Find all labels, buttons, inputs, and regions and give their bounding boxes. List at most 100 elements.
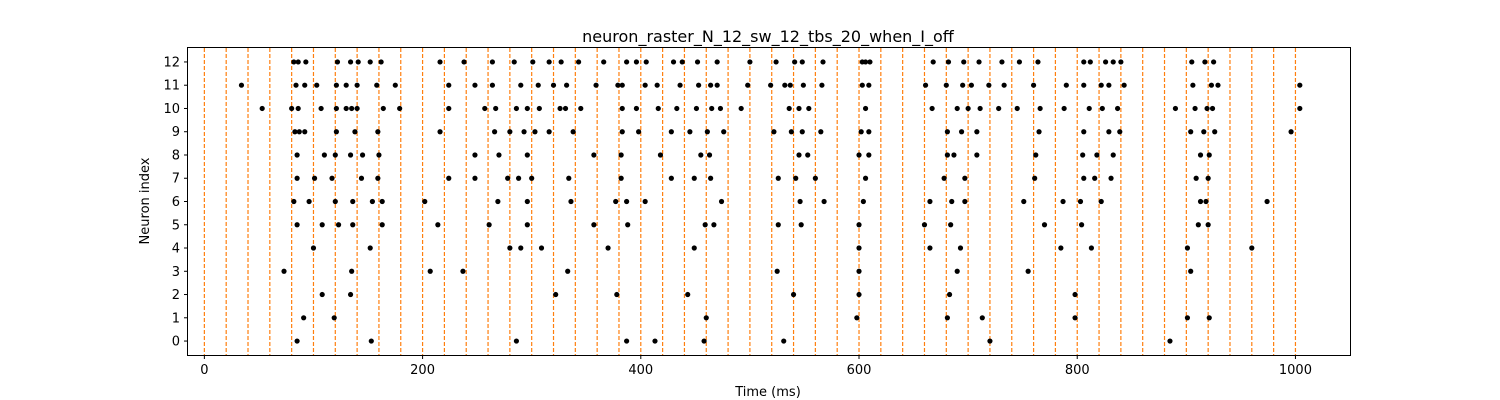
spike-point [367, 245, 373, 251]
spike-point [1249, 245, 1255, 251]
spike-point [238, 82, 245, 88]
spike-point [491, 129, 498, 135]
spike-point [332, 152, 338, 158]
spike-point [1035, 59, 1041, 65]
spike-point [521, 129, 527, 135]
chart-title: neuron_raster_N_12_sw_12_tbs_20_when_I_o… [582, 27, 955, 47]
spike-point [922, 82, 929, 88]
y-tick-label: 5 [172, 218, 180, 233]
spike-point [350, 198, 356, 205]
spike-point [329, 175, 335, 181]
spike-point [536, 105, 542, 112]
spike-point [314, 82, 320, 88]
spike-point [866, 129, 872, 135]
spike-point [291, 198, 297, 205]
spike-point [347, 59, 354, 65]
spike-points [238, 59, 1303, 344]
spike-point [1098, 198, 1104, 205]
spike-point [553, 291, 559, 298]
spike-point [652, 338, 658, 344]
spike-point [974, 129, 980, 135]
y-tick-label: 2 [172, 288, 180, 303]
spike-point [1106, 129, 1112, 135]
spike-point [289, 105, 295, 112]
spike-point [1264, 198, 1270, 205]
spike-point [374, 82, 380, 88]
spike-point [318, 105, 324, 112]
spike-point [1088, 245, 1095, 251]
spike-point [745, 82, 751, 88]
spike-point [799, 129, 805, 135]
spike-point [860, 198, 866, 205]
spike-point [957, 245, 964, 251]
spike-point [295, 59, 301, 65]
spike-point [347, 291, 354, 298]
spike-point [775, 222, 781, 228]
x-tick-label: 200 [410, 363, 435, 378]
spike-point [1086, 105, 1092, 112]
spike-point [958, 129, 965, 135]
spike-point [1206, 315, 1212, 321]
spike-point [302, 129, 308, 135]
spike-point [1189, 59, 1195, 65]
spike-point [943, 82, 949, 88]
spike-point [866, 152, 872, 158]
spike-point [1072, 291, 1078, 298]
spike-point [1077, 198, 1084, 205]
spike-point [949, 198, 955, 205]
spike-point [1204, 105, 1210, 112]
y-tick-label: 11 [163, 79, 180, 94]
spike-point [358, 175, 365, 181]
spike-point [1184, 315, 1191, 321]
y-tick-label: 1 [172, 311, 180, 326]
spike-point [1098, 82, 1104, 88]
spike-point [927, 245, 933, 251]
spike-point [679, 59, 685, 65]
spike-point [771, 129, 777, 135]
spike-point [642, 82, 648, 88]
spike-point [797, 198, 803, 205]
spike-point [1209, 105, 1216, 112]
spike-point [493, 105, 499, 112]
spike-point [513, 338, 520, 344]
spike-point [601, 59, 607, 65]
spike-point [786, 105, 792, 112]
spike-point [343, 105, 349, 112]
spike-point [1297, 105, 1303, 112]
spike-point [1201, 129, 1207, 135]
spike-point [355, 59, 361, 65]
spike-point [489, 59, 496, 65]
spike-point [708, 82, 714, 88]
spike-point [694, 59, 701, 65]
spike-point [962, 175, 968, 181]
spike-point [379, 198, 385, 205]
spike-point [812, 175, 818, 181]
spike-point [1188, 129, 1194, 135]
spike-point [564, 82, 570, 88]
spike-point [558, 59, 564, 65]
spike-point [718, 198, 725, 205]
spike-point [335, 222, 342, 228]
spike-point [1060, 198, 1066, 205]
spike-point [806, 105, 812, 112]
spike-point [515, 175, 522, 181]
spike-point [511, 59, 517, 65]
spike-point [1081, 175, 1087, 181]
plot-area-frame [187, 47, 1351, 356]
spike-point [782, 82, 788, 88]
spike-point [422, 198, 428, 205]
spike-point [295, 105, 301, 112]
spike-point [530, 59, 536, 65]
spike-point [856, 152, 862, 158]
spike-point [446, 105, 452, 112]
spike-point [944, 152, 950, 158]
spike-point [1197, 198, 1204, 205]
spike-point [1172, 105, 1179, 112]
spike-point [655, 105, 661, 112]
spike-point [460, 268, 466, 274]
spike-point [615, 82, 621, 88]
spike-point [306, 198, 312, 205]
spike-point [292, 129, 298, 135]
spike-point [996, 105, 1002, 112]
